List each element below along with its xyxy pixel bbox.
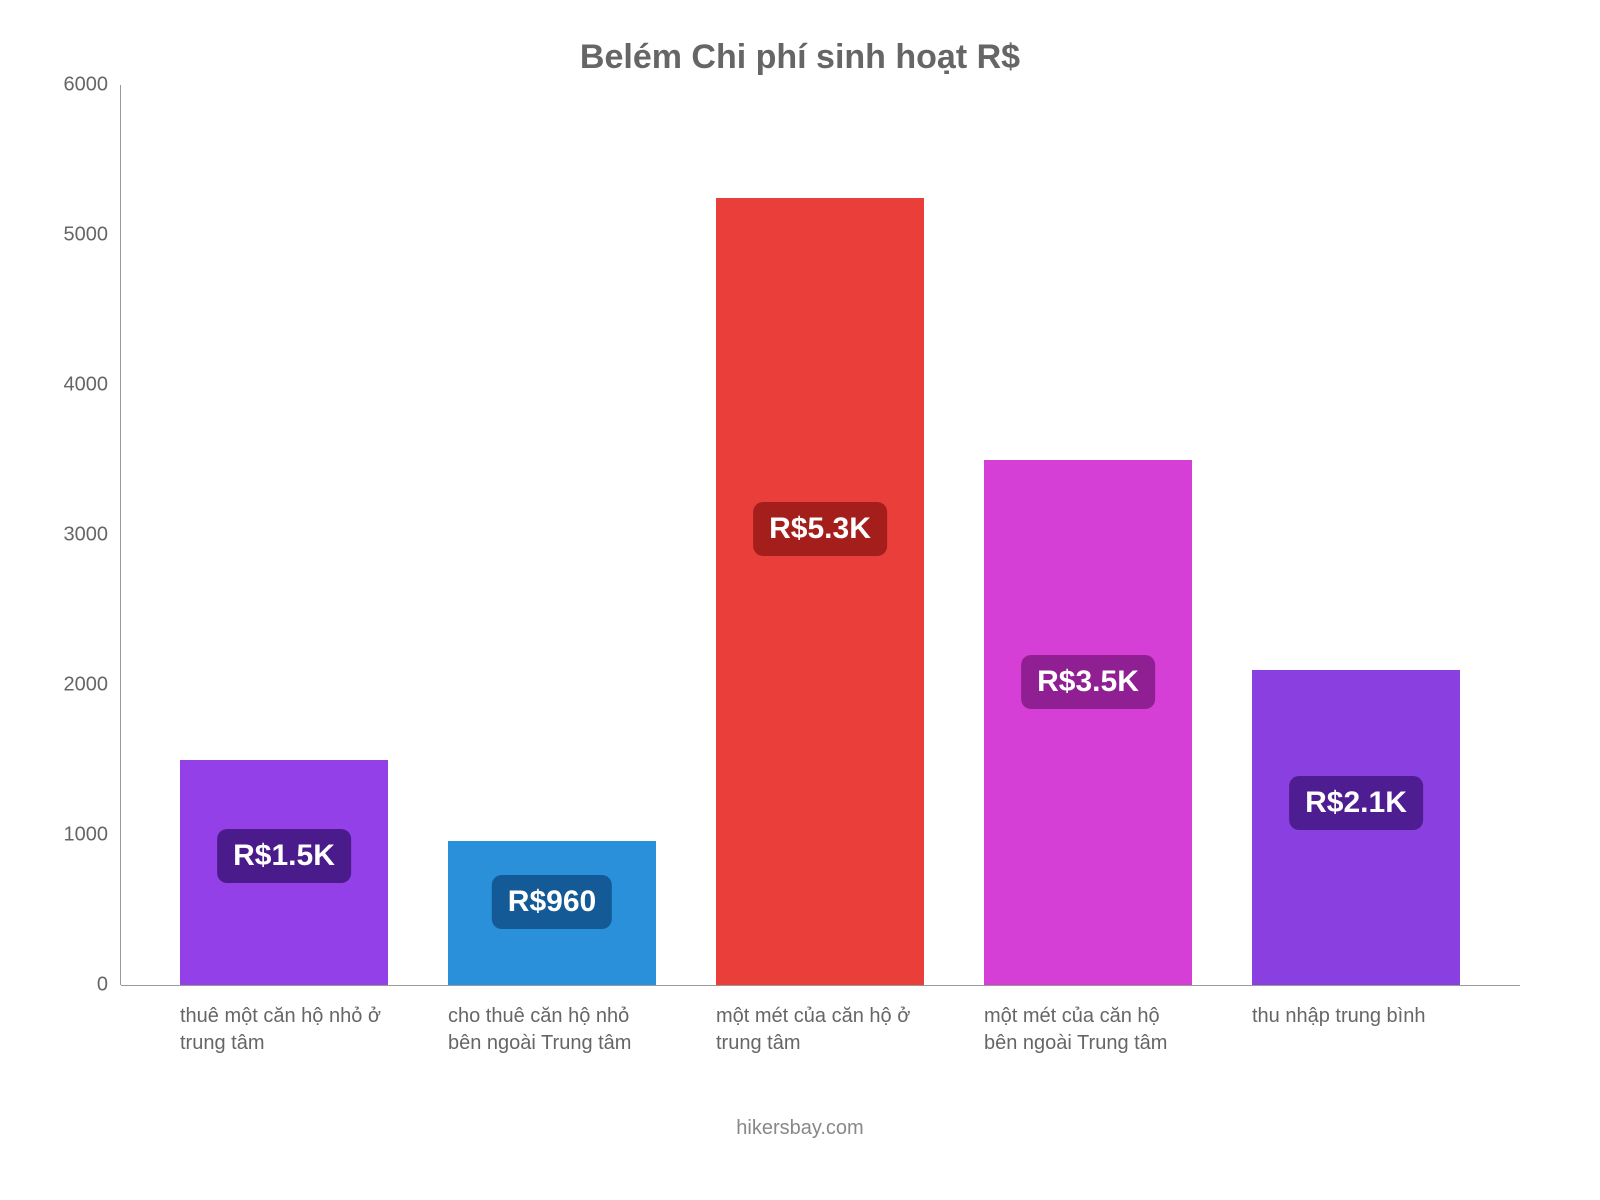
bar <box>716 198 924 986</box>
value-label: R$1.5K <box>217 829 351 883</box>
grid-line <box>121 985 1520 986</box>
bar-slot: R$5.3K <box>716 85 924 985</box>
x-tick-label: một mét của căn hộ bên ngoài Trung tâm <box>984 1003 1192 1057</box>
chart-container: Belém Chi phí sinh hoạt R$ 0 1000 2000 3000… <box>0 0 1600 1200</box>
x-tick-label: thu nhập trung bình <box>1252 1003 1460 1057</box>
y-tick-label: 3000 <box>64 524 109 547</box>
y-tick-label: 0 <box>97 974 108 997</box>
y-tick-label: 6000 <box>64 74 109 97</box>
x-axis-labels: thuê một căn hộ nhỏ ở trung tâm cho thuê … <box>120 985 1520 1057</box>
x-tick-label: cho thuê căn hộ nhỏ bên ngoài Trung tâm <box>448 1003 656 1057</box>
bar-slot: R$960 <box>448 85 656 985</box>
value-label: R$3.5K <box>1021 655 1155 709</box>
x-tick-label: một mét của căn hộ ở trung tâm <box>716 1003 924 1057</box>
value-label: R$2.1K <box>1289 776 1423 830</box>
y-tick-label: 2000 <box>64 673 109 696</box>
bar <box>984 460 1192 985</box>
plot-area: 0100020003000400050006000 R$1.5KR$960R$5… <box>120 85 1520 985</box>
chart-title: Belém Chi phí sinh hoạt R$ <box>40 38 1560 77</box>
chart-footer: hikersbay.com <box>40 1117 1560 1140</box>
x-tick-label: thuê một căn hộ nhỏ ở trung tâm <box>180 1003 388 1057</box>
y-tick-label: 5000 <box>64 223 109 246</box>
bar-slot: R$3.5K <box>984 85 1192 985</box>
y-tick-label: 1000 <box>64 824 109 847</box>
bar-slot: R$1.5K <box>180 85 388 985</box>
y-axis: 0100020003000400050006000 <box>40 85 120 985</box>
value-label: R$5.3K <box>753 502 887 556</box>
y-tick-label: 4000 <box>64 373 109 396</box>
bars-group: R$1.5K R$960 R$5.3K R$3.5K R$2.1K <box>120 85 1520 985</box>
bar-slot: R$2.1K <box>1252 85 1460 985</box>
value-label: R$960 <box>492 875 612 929</box>
